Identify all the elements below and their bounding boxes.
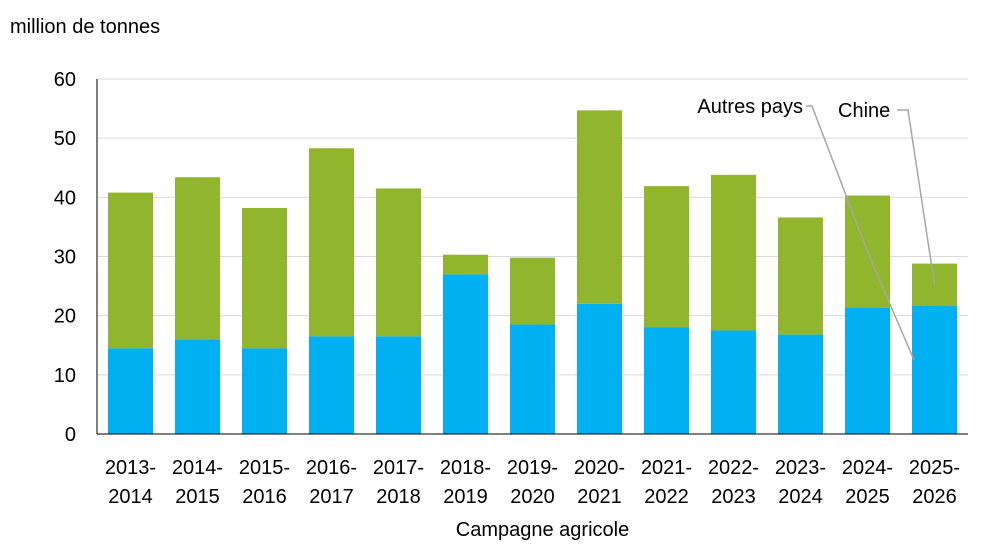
- x-tick-label: 2018-2019: [440, 457, 491, 508]
- x-axis-title: Campagne agricole: [456, 519, 629, 541]
- y-tick-label: 40: [54, 187, 76, 209]
- legend-leader-chine: [897, 109, 936, 285]
- y-tick-label: 30: [54, 247, 76, 269]
- bar-chine-10: [778, 334, 823, 434]
- bar-autres-pays-3: [309, 148, 354, 337]
- x-tick-label: 2021-2022: [641, 457, 692, 508]
- bar-chine-11: [845, 307, 890, 434]
- bar-chine-6: [510, 324, 555, 434]
- y-tick-label: 0: [65, 424, 76, 446]
- bar-chine-8: [644, 327, 689, 434]
- bar-chine-3: [309, 336, 354, 434]
- bar-chine-12: [912, 305, 957, 434]
- legend-label-chine: Chine: [838, 100, 890, 122]
- y-tick-label: 50: [54, 128, 76, 150]
- bar-autres-pays-4: [376, 188, 421, 337]
- bar-autres-pays-6: [510, 257, 555, 325]
- x-tick-label: 2013-2014: [105, 457, 156, 508]
- x-tick-label: 2020-2021: [574, 457, 625, 508]
- legend-label-autres-pays: Autres pays: [697, 96, 803, 118]
- bar-chine-2: [242, 348, 287, 434]
- bar-chine-0: [108, 348, 153, 434]
- x-tick-label: 2025-2026: [909, 457, 960, 508]
- bar-autres-pays-0: [108, 192, 153, 349]
- x-tick-label: 2019-2020: [507, 457, 558, 508]
- bar-chine-1: [175, 339, 220, 434]
- x-tick-label: 2022-2023: [708, 457, 759, 508]
- bar-chine-9: [711, 330, 756, 434]
- bar-chine-7: [577, 303, 622, 434]
- bar-autres-pays-7: [577, 110, 622, 304]
- y-axis-label: million de tonnes: [10, 16, 161, 38]
- bar-autres-pays-5: [443, 254, 488, 275]
- bar-autres-pays-10: [778, 217, 823, 335]
- x-tick-label: 2017-2018: [373, 457, 424, 508]
- bar-autres-pays-1: [175, 177, 220, 340]
- bar-autres-pays-2: [242, 207, 287, 349]
- x-tick-label: 2014-2015: [172, 457, 223, 508]
- y-tick-label: 10: [54, 365, 76, 387]
- bar-autres-pays-8: [644, 186, 689, 328]
- y-tick-label: 60: [54, 69, 76, 91]
- x-tick-label: 2015-2016: [239, 457, 290, 508]
- x-tick-label: 2023-2024: [775, 457, 826, 508]
- bar-autres-pays-9: [711, 174, 756, 331]
- bar-chine-5: [443, 274, 488, 434]
- y-tick-label: 20: [54, 306, 76, 328]
- x-tick-label: 2016-2017: [306, 457, 357, 508]
- legend-leader-autres-pays: [806, 105, 915, 361]
- bar-autres-pays-12: [912, 263, 957, 306]
- bar-chine-4: [376, 336, 421, 434]
- x-tick-label: 2024-2025: [842, 457, 893, 508]
